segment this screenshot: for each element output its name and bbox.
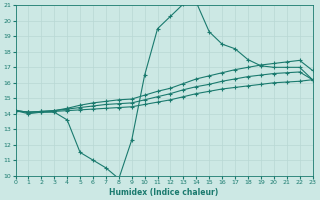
X-axis label: Humidex (Indice chaleur): Humidex (Indice chaleur) (109, 188, 219, 197)
